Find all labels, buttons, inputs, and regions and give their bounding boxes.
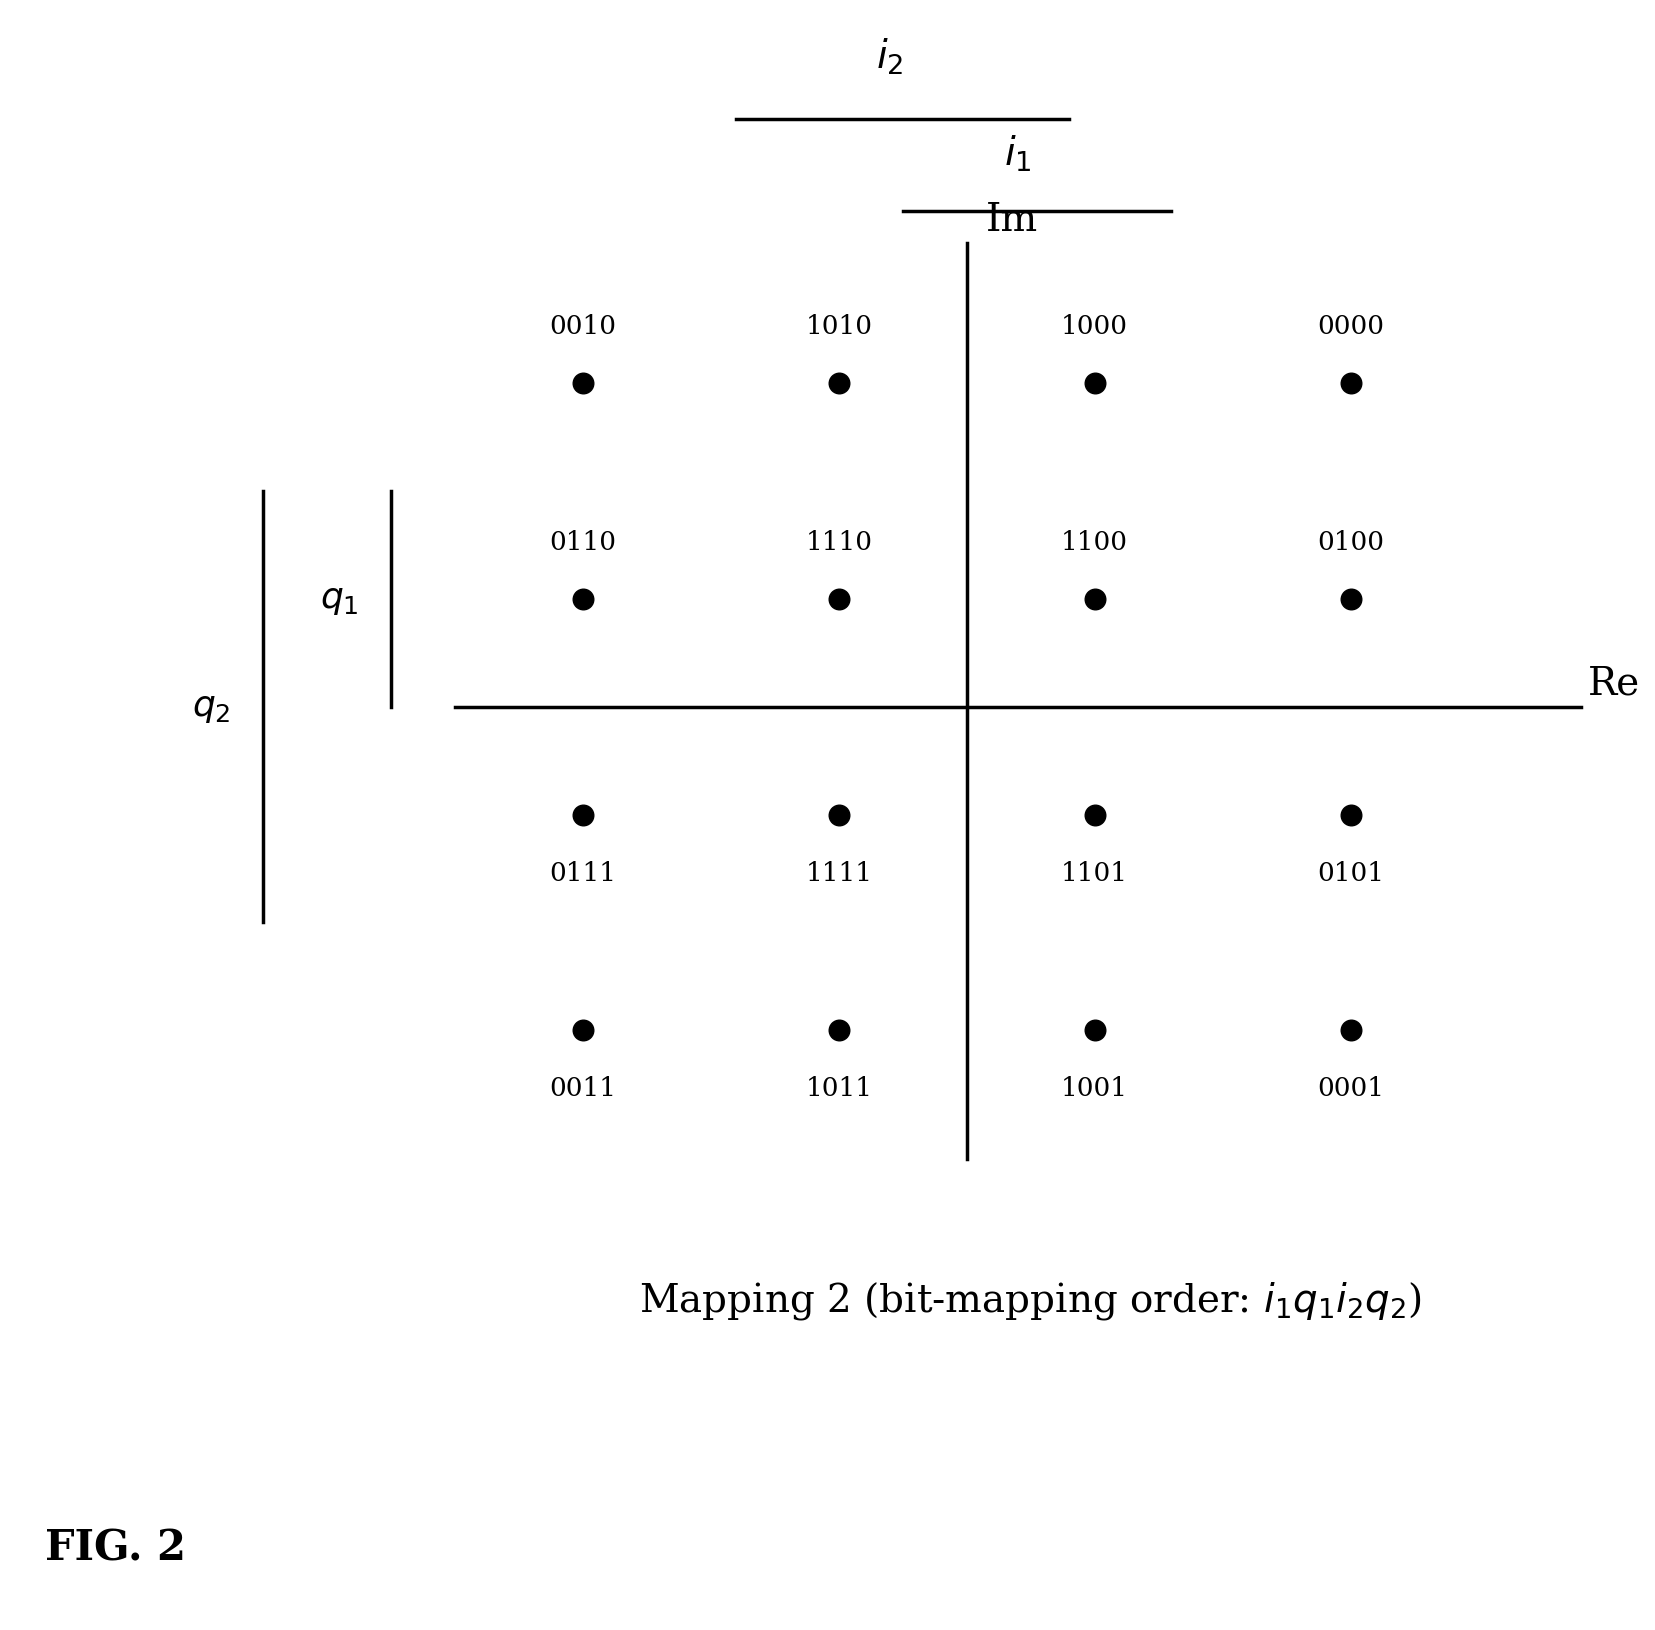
Text: 0000: 0000 [1316,315,1384,339]
Text: $q_2$: $q_2$ [192,689,230,724]
Text: 1111: 1111 [804,861,872,885]
Text: 0010: 0010 [549,315,616,339]
Point [569,1017,596,1043]
Text: 0111: 0111 [549,861,616,885]
Point [1337,1017,1364,1043]
Text: 1100: 1100 [1061,530,1127,554]
Point [824,802,851,828]
Text: 1001: 1001 [1061,1076,1127,1100]
Text: 1010: 1010 [804,315,872,339]
Point [824,372,851,398]
Text: 1000: 1000 [1061,315,1127,339]
Point [1337,802,1364,828]
Point [1081,372,1107,398]
Point [1337,587,1364,613]
Text: FIG. 2: FIG. 2 [45,1527,187,1568]
Point [569,587,596,613]
Text: 0011: 0011 [549,1076,616,1100]
Text: 0101: 0101 [1316,861,1384,885]
Text: Re: Re [1587,665,1638,703]
Point [1081,587,1107,613]
Point [1337,372,1364,398]
Text: $i_1$: $i_1$ [1003,134,1031,174]
Text: 0001: 0001 [1316,1076,1384,1100]
Text: 1011: 1011 [804,1076,872,1100]
Text: $i_2$: $i_2$ [875,37,904,77]
Text: 1110: 1110 [804,530,872,554]
Text: 1101: 1101 [1061,861,1127,885]
Point [1081,1017,1107,1043]
Text: 0100: 0100 [1316,530,1384,554]
Point [1081,802,1107,828]
Point [569,372,596,398]
Text: Mapping 2 (bit-mapping order: $i_1q_1i_2q_2$): Mapping 2 (bit-mapping order: $i_1q_1i_2… [639,1280,1422,1320]
Text: Im: Im [985,202,1038,238]
Point [824,1017,851,1043]
Point [569,802,596,828]
Text: $q_1$: $q_1$ [319,582,359,616]
Text: 0110: 0110 [549,530,616,554]
Point [824,587,851,613]
